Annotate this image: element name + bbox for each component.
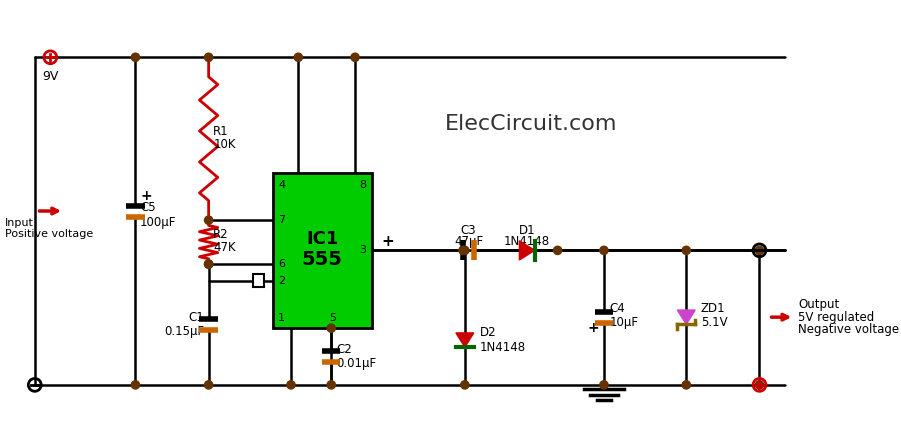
Text: 5.1V: 5.1V bbox=[701, 316, 727, 329]
Polygon shape bbox=[456, 333, 474, 347]
Text: 2: 2 bbox=[278, 276, 286, 285]
Text: D1: D1 bbox=[519, 224, 535, 237]
Text: 47K: 47K bbox=[214, 241, 236, 254]
Text: 10K: 10K bbox=[214, 138, 236, 151]
Text: 8: 8 bbox=[359, 180, 366, 190]
Text: R2: R2 bbox=[214, 228, 229, 241]
Circle shape bbox=[460, 381, 469, 389]
Circle shape bbox=[600, 246, 608, 254]
Text: 1N4148: 1N4148 bbox=[479, 341, 525, 354]
Circle shape bbox=[205, 381, 213, 389]
Circle shape bbox=[327, 324, 335, 332]
Polygon shape bbox=[678, 310, 696, 324]
Text: 10μF: 10μF bbox=[609, 316, 639, 329]
Circle shape bbox=[755, 381, 764, 389]
Text: ZD1: ZD1 bbox=[701, 301, 725, 314]
Text: R1: R1 bbox=[214, 125, 229, 138]
Text: 1N4148: 1N4148 bbox=[504, 235, 551, 248]
Circle shape bbox=[600, 381, 608, 389]
Text: 0.15μF: 0.15μF bbox=[164, 325, 204, 338]
Circle shape bbox=[350, 53, 359, 61]
Text: 1: 1 bbox=[278, 313, 286, 323]
Polygon shape bbox=[519, 241, 535, 260]
Circle shape bbox=[682, 246, 690, 254]
Circle shape bbox=[460, 246, 469, 254]
Text: 5V regulated: 5V regulated bbox=[798, 311, 874, 324]
Text: 0.01μF: 0.01μF bbox=[337, 357, 377, 370]
Text: 6: 6 bbox=[278, 259, 286, 269]
Text: C3: C3 bbox=[460, 224, 477, 237]
Text: Output: Output bbox=[798, 298, 839, 311]
Text: +: + bbox=[382, 234, 395, 249]
Text: C2: C2 bbox=[337, 343, 352, 356]
Circle shape bbox=[327, 381, 335, 389]
Circle shape bbox=[205, 216, 213, 224]
Circle shape bbox=[205, 260, 213, 268]
Text: Negative voltage: Negative voltage bbox=[798, 324, 899, 337]
Circle shape bbox=[287, 381, 296, 389]
Circle shape bbox=[132, 53, 140, 61]
FancyBboxPatch shape bbox=[252, 274, 263, 287]
Text: C4: C4 bbox=[609, 301, 625, 314]
Text: 47μF: 47μF bbox=[454, 235, 483, 248]
Circle shape bbox=[682, 381, 690, 389]
Circle shape bbox=[295, 53, 303, 61]
Text: 100μF: 100μF bbox=[140, 215, 177, 229]
Text: C5: C5 bbox=[140, 201, 156, 214]
Text: +: + bbox=[587, 321, 599, 335]
Text: ElecCircuit.com: ElecCircuit.com bbox=[444, 114, 617, 134]
Text: 3: 3 bbox=[359, 246, 366, 255]
Text: 5: 5 bbox=[330, 313, 336, 323]
Circle shape bbox=[205, 260, 213, 268]
Text: Input: Input bbox=[5, 218, 33, 228]
FancyBboxPatch shape bbox=[273, 173, 371, 328]
Text: 4: 4 bbox=[278, 180, 286, 190]
Text: D2: D2 bbox=[479, 326, 496, 339]
Text: 9V: 9V bbox=[42, 70, 59, 83]
Circle shape bbox=[553, 246, 561, 254]
Circle shape bbox=[755, 246, 764, 254]
Circle shape bbox=[205, 53, 213, 61]
Circle shape bbox=[459, 246, 467, 254]
Text: Positive voltage: Positive voltage bbox=[5, 229, 93, 239]
Text: C1: C1 bbox=[188, 311, 204, 324]
Text: 7: 7 bbox=[278, 215, 286, 225]
Text: +: + bbox=[140, 190, 151, 203]
Text: IC1: IC1 bbox=[306, 230, 338, 248]
Text: 555: 555 bbox=[302, 250, 342, 269]
Circle shape bbox=[132, 381, 140, 389]
